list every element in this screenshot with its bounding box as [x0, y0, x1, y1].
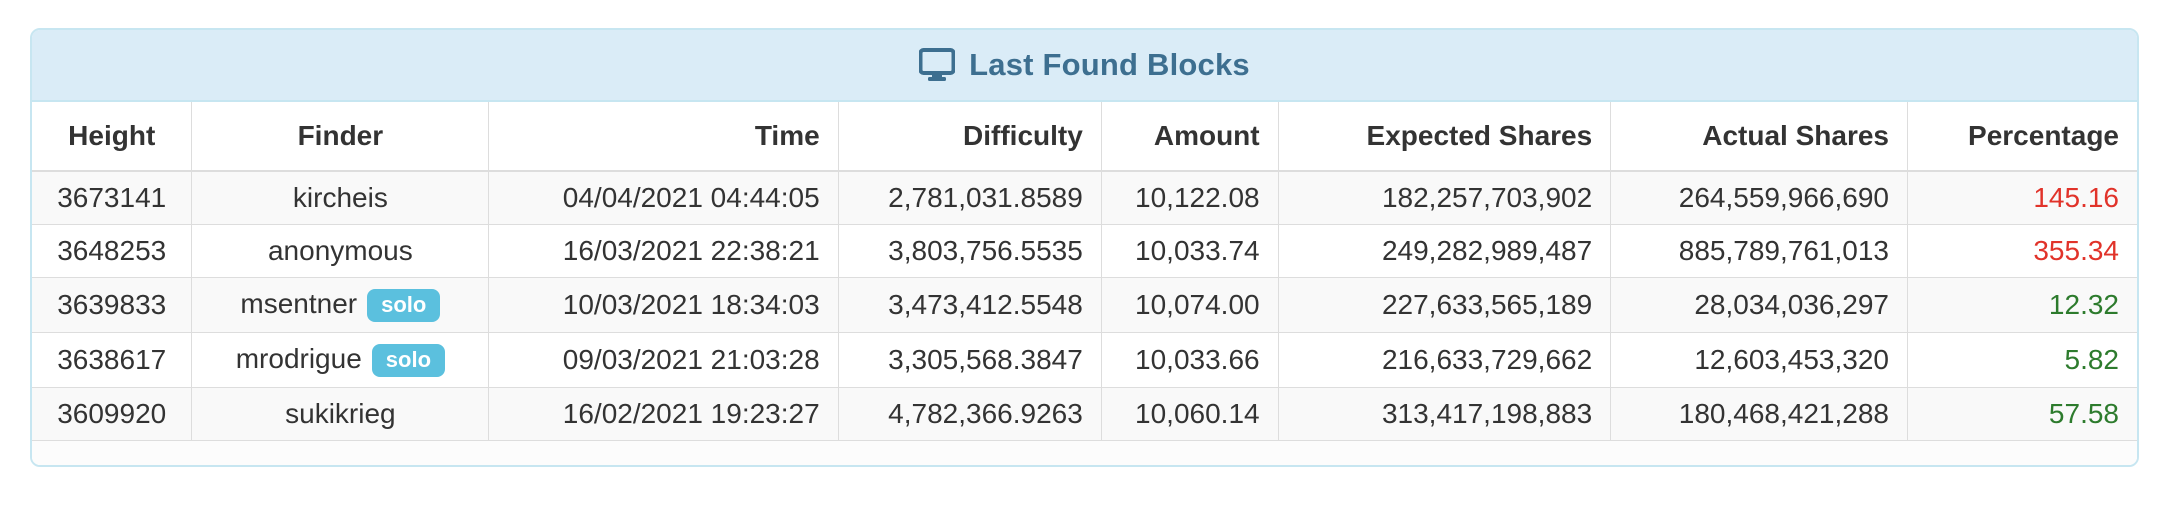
finder-name: kircheis	[292, 182, 388, 213]
cell-expected-shares: 249,282,989,487	[1277, 224, 1611, 278]
cell-actual-shares: 12,603,453,320	[1610, 332, 1908, 388]
cell-actual-shares: 28,034,036,297	[1610, 277, 1908, 333]
column-header-time: Time	[488, 102, 839, 172]
cell-difficulty: 3,305,568.3847	[837, 332, 1102, 388]
cell-finder: mrodrigue solo	[191, 332, 489, 388]
cell-amount: 10,074.00	[1100, 277, 1279, 333]
table-row: 3638617 mrodrigue solo 09/03/2021 21:03:2…	[32, 332, 2137, 388]
cell-difficulty: 4,782,366.9263	[837, 387, 1102, 441]
finder-name: msentner	[240, 288, 358, 319]
cell-height: 3673141	[32, 171, 192, 225]
column-header-actual-shares: Actual Shares	[1610, 102, 1908, 172]
column-header-percentage: Percentage	[1906, 102, 2137, 172]
cell-time: 16/02/2021 19:23:27	[488, 387, 839, 441]
footer-row	[32, 440, 2137, 466]
cell-expected-shares: 216,633,729,662	[1277, 332, 1611, 388]
cell-amount: 10,122.08	[1100, 171, 1279, 225]
table-row: 3609920 sukikrieg 16/02/2021 19:23:27 4,…	[32, 387, 2137, 441]
cell-time: 16/03/2021 22:38:21	[488, 224, 839, 278]
cell-percentage: 145.16	[1906, 171, 2137, 225]
finder-name: sukikrieg	[285, 398, 396, 430]
cell-height: 3609920	[32, 387, 192, 441]
table-row: 3673141 kircheis 04/04/2021 04:44:05 2,7…	[32, 171, 2137, 225]
cell-expected-shares: 313,417,198,883	[1277, 387, 1611, 441]
cell-percentage: 5.82	[1906, 332, 2137, 388]
cell-time: 04/04/2021 04:44:05	[488, 171, 839, 225]
cell-expected-shares: 227,633,565,189	[1277, 277, 1611, 333]
column-header-finder: Finder	[191, 102, 489, 172]
panel-heading: Last Found Blocks	[32, 30, 2137, 102]
monitor-icon	[918, 48, 956, 82]
finder-name: anonymous	[267, 235, 413, 266]
cell-difficulty: 3,803,756.5535	[837, 224, 1102, 278]
table-footer	[32, 440, 2137, 466]
column-header-difficulty: Difficulty	[837, 102, 1102, 172]
cell-actual-shares: 180,468,421,288	[1610, 387, 1908, 441]
cell-amount: 10,033.66	[1100, 332, 1279, 388]
cell-finder: kircheis	[191, 171, 489, 225]
cell-finder: anonymous	[191, 224, 489, 278]
cell-height: 3638617	[32, 332, 192, 388]
last-found-blocks-panel: Last Found Blocks Height Finder Time Dif…	[30, 28, 2139, 468]
column-header-height: Height	[32, 102, 192, 172]
cell-finder: msentner solo	[191, 277, 489, 333]
last-found-blocks-table: Height Finder Time Difficulty Amount Exp…	[32, 102, 2137, 466]
table-row: 3648253 anonymous 16/03/2021 22:38:21 3,…	[32, 224, 2137, 278]
cell-actual-shares: 264,559,966,690	[1610, 171, 1908, 225]
cell-expected-shares: 182,257,703,902	[1277, 171, 1611, 225]
cell-actual-shares: 885,789,761,013	[1610, 224, 1908, 278]
solo-badge: solo	[371, 344, 446, 378]
cell-amount: 10,060.14	[1100, 387, 1279, 441]
finder-name: mrodrigue	[235, 343, 362, 375]
table-body: 3673141 kircheis 04/04/2021 04:44:05 2,7…	[32, 171, 2137, 441]
cell-time: 10/03/2021 18:34:03	[488, 277, 839, 333]
panel-title: Last Found Blocks	[969, 47, 1250, 82]
header-row: Height Finder Time Difficulty Amount Exp…	[32, 102, 2137, 172]
cell-height: 3639833	[32, 277, 192, 333]
column-header-expected-shares: Expected Shares	[1277, 102, 1611, 172]
cell-height: 3648253	[32, 224, 192, 278]
column-header-amount: Amount	[1100, 102, 1279, 172]
cell-amount: 10,033.74	[1100, 224, 1279, 278]
cell-difficulty: 2,781,031.8589	[837, 171, 1102, 225]
cell-percentage: 355.34	[1906, 224, 2137, 278]
cell-percentage: 57.58	[1906, 387, 2137, 441]
cell-percentage: 12.32	[1906, 277, 2137, 333]
cell-time: 09/03/2021 21:03:28	[488, 332, 839, 388]
solo-badge: solo	[367, 289, 441, 323]
table-row: 3639833 msentner solo 10/03/2021 18:34:03…	[32, 277, 2137, 333]
cell-finder: sukikrieg	[191, 387, 489, 441]
table-header: Height Finder Time Difficulty Amount Exp…	[32, 102, 2137, 172]
cell-difficulty: 3,473,412.5548	[837, 277, 1102, 333]
